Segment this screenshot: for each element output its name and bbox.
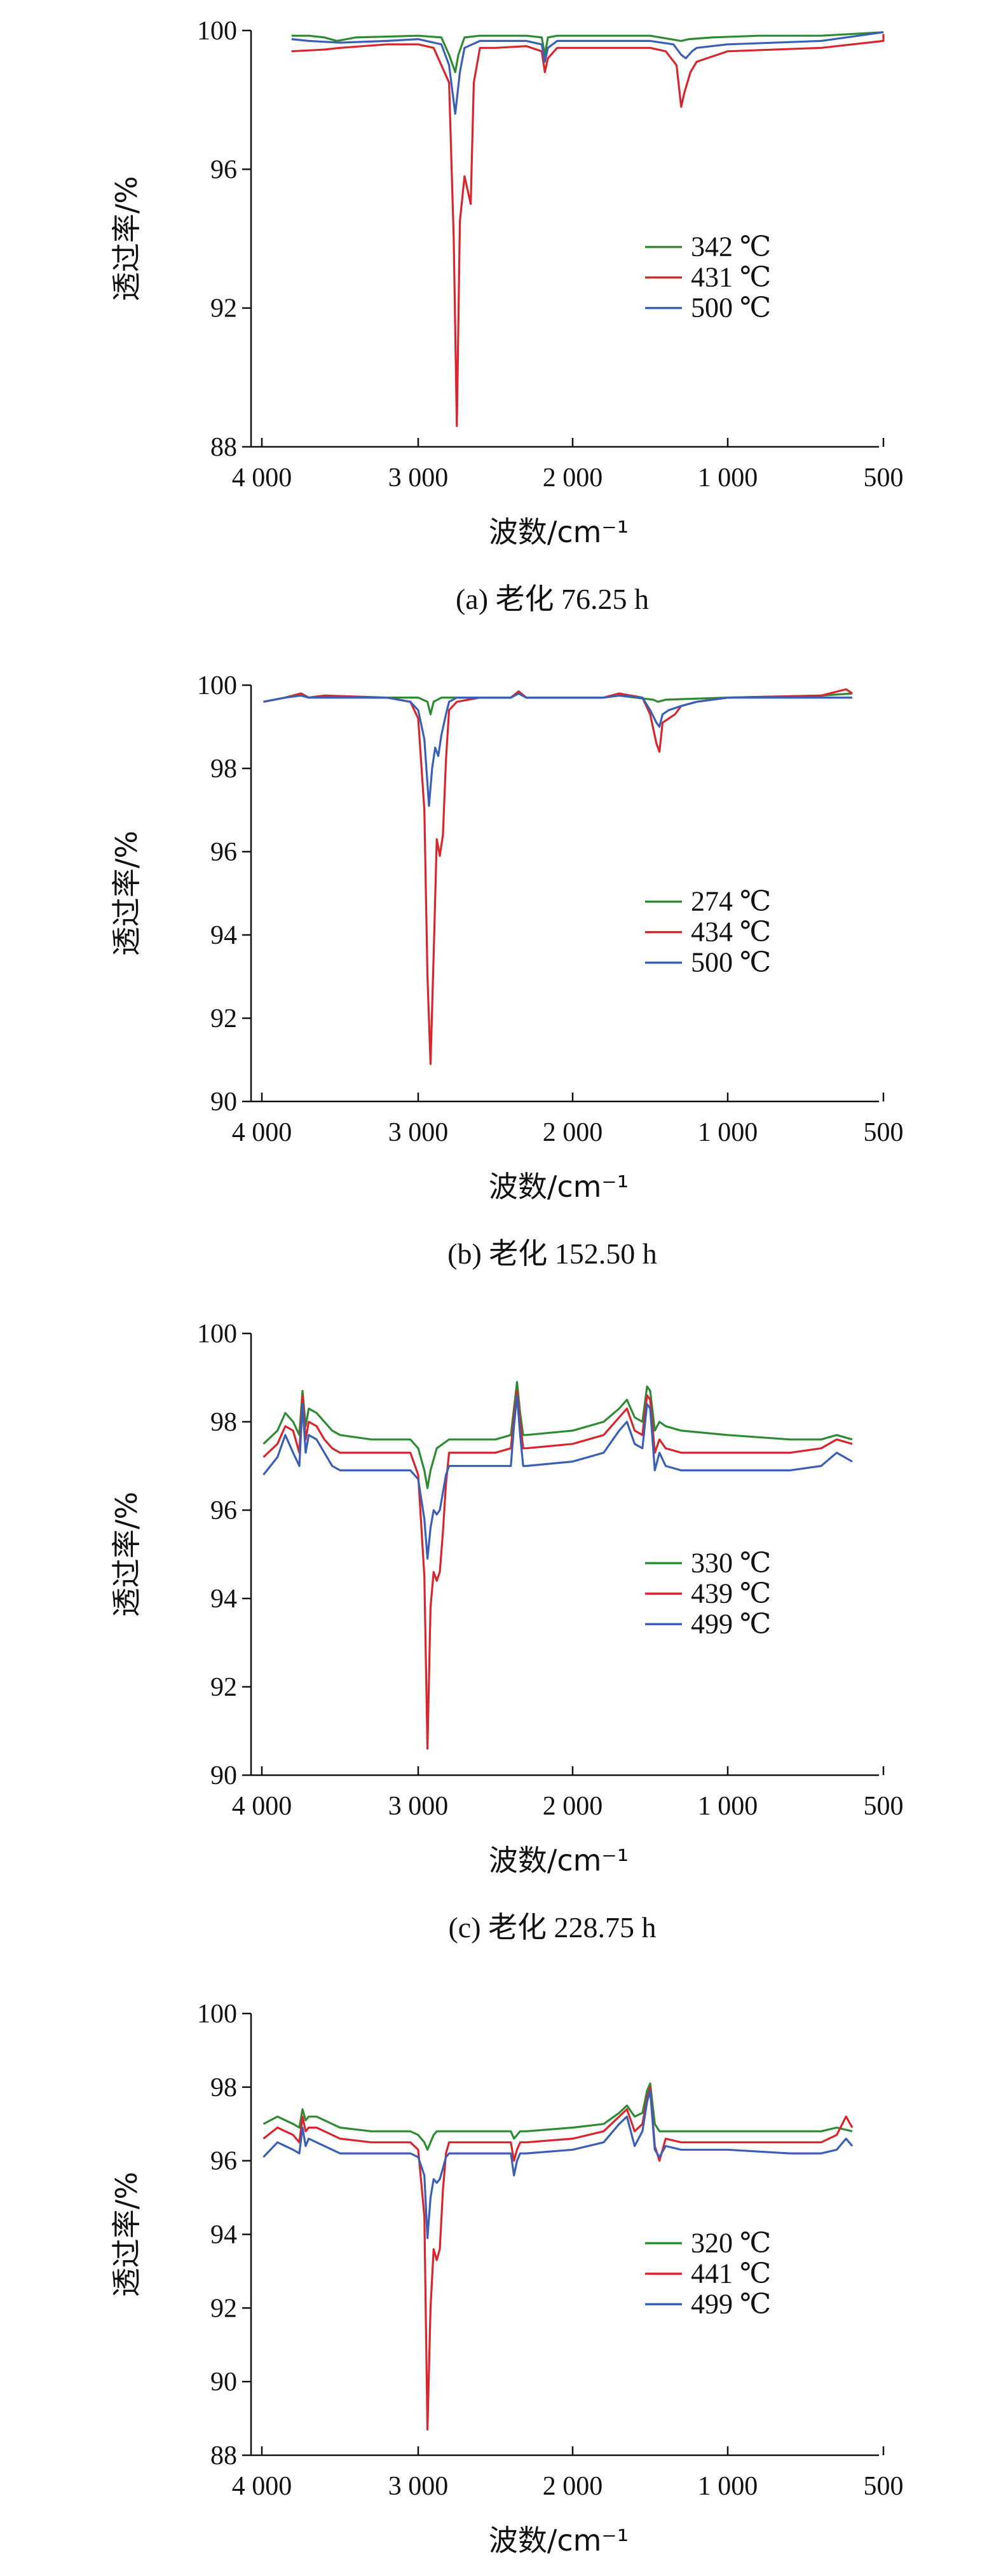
y-tick-label: 94	[210, 921, 237, 950]
legend-label: 342 ℃	[691, 231, 771, 262]
x-tick-label: 3 000	[388, 463, 449, 493]
y-tick-label: 96	[210, 838, 237, 867]
y-tick-label: 100	[197, 17, 237, 46]
y-tick-label: 92	[210, 1673, 237, 1702]
x-tick-label: 4 000	[232, 1118, 292, 1147]
y-tick-label: 88	[210, 2441, 237, 2470]
series-line-red	[262, 1389, 853, 1750]
legend-label: 320 ℃	[691, 2227, 771, 2258]
x-tick-label: 2 000	[543, 1792, 603, 1821]
series-line-green	[291, 31, 884, 74]
y-tick-label: 98	[210, 1408, 237, 1437]
y-tick-label: 98	[210, 2073, 237, 2102]
series-line-green	[262, 1380, 853, 1489]
x-tick-label: 2 000	[543, 463, 603, 493]
x-tick-label: 4 000	[232, 2472, 292, 2501]
series-line-green	[262, 2082, 853, 2151]
x-tick-label: 1 000	[698, 2472, 758, 2501]
y-tick-label: 90	[210, 1761, 237, 1790]
series-line-blue	[262, 1394, 853, 1560]
x-tick-label: 1 000	[698, 463, 758, 493]
y-tick-label: 92	[210, 294, 237, 324]
x-tick-label: 500	[864, 1118, 904, 1147]
x-tick-label: 1 000	[698, 1792, 758, 1821]
legend-label: 499 ℃	[691, 1608, 771, 1639]
x-tick-label: 500	[864, 2472, 904, 2501]
figure-caption: (c) 老化 228.75 h	[448, 1911, 656, 1944]
x-axis-label: 波数/cm⁻¹	[489, 515, 629, 549]
series-line-blue	[291, 31, 884, 115]
x-tick-label: 500	[864, 1792, 904, 1821]
series-line-blue	[262, 2090, 854, 2239]
x-tick-label: 4 000	[232, 463, 292, 493]
y-axis-label: 透过率/%	[109, 831, 144, 956]
x-axis-label: 波数/cm⁻¹	[489, 1169, 629, 1204]
x-axis-label: 波数/cm⁻¹	[489, 2523, 629, 2558]
y-tick-label: 94	[210, 2221, 237, 2250]
figure-caption: (a) 老化 76.25 h	[456, 583, 649, 615]
y-tick-label: 96	[210, 155, 237, 184]
y-tick-label: 96	[210, 2147, 237, 2176]
y-tick-label: 94	[210, 1584, 237, 1614]
legend-label: 434 ℃	[691, 917, 771, 948]
x-axis-label: 波数/cm⁻¹	[489, 1843, 629, 1877]
y-tick-label: 100	[197, 1319, 237, 1349]
legend-label: 330 ℃	[691, 1547, 771, 1578]
series-line-red	[263, 688, 853, 1065]
series-line-blue	[263, 692, 852, 807]
x-tick-label: 3 000	[388, 1792, 449, 1821]
legend-label: 441 ℃	[691, 2258, 771, 2289]
y-axis-label: 透过率/%	[109, 1492, 144, 1617]
legend-label: 499 ℃	[691, 2288, 771, 2319]
legend-label: 439 ℃	[691, 1578, 771, 1609]
y-tick-label: 96	[210, 1496, 237, 1525]
x-tick-label: 2 000	[543, 1118, 603, 1147]
y-tick-label: 92	[210, 1004, 237, 1033]
y-axis-label: 透过率/%	[109, 2172, 144, 2297]
legend-label: 500 ℃	[691, 947, 771, 978]
figure-caption: (b) 老化 152.50 h	[447, 1237, 657, 1270]
x-tick-label: 4 000	[232, 1792, 292, 1821]
y-tick-label: 88	[210, 433, 237, 462]
x-tick-label: 3 000	[388, 1118, 449, 1147]
x-tick-label: 3 000	[388, 2472, 449, 2501]
legend-label: 431 ℃	[691, 262, 771, 293]
legend-label: 500 ℃	[691, 292, 771, 324]
legend-label: 274 ℃	[691, 886, 771, 917]
x-tick-label: 2 000	[543, 2472, 603, 2501]
y-tick-label: 100	[197, 2000, 237, 2029]
y-tick-label: 92	[210, 2294, 237, 2323]
x-tick-label: 1 000	[698, 1118, 758, 1147]
y-tick-label: 90	[210, 2368, 237, 2397]
y-axis-label: 透过率/%	[109, 176, 144, 301]
x-tick-label: 500	[864, 463, 904, 493]
y-tick-label: 98	[210, 754, 237, 784]
y-tick-label: 90	[210, 1087, 237, 1117]
y-tick-label: 100	[197, 671, 237, 700]
series-line-red	[291, 34, 885, 427]
